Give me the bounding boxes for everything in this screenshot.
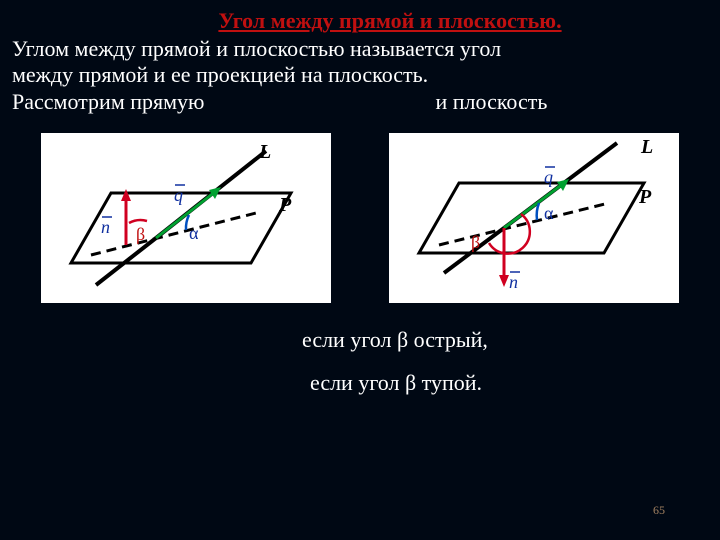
arc-beta xyxy=(129,220,147,223)
label-beta: β xyxy=(471,232,480,252)
label-n: n xyxy=(509,272,518,292)
projection-line xyxy=(91,213,256,255)
slide-title: Угол между прямой и плоскостью. xyxy=(72,8,708,34)
diagrams-row: L P n q α β xyxy=(12,133,708,303)
label-P: P xyxy=(278,194,292,216)
page-number: 65 xyxy=(653,503,665,518)
label-P: P xyxy=(638,186,652,208)
label-alpha: α xyxy=(189,223,199,243)
def-line2: между прямой и ее проекцией на плоскость… xyxy=(12,62,428,87)
def-line3-left: Рассмотрим прямую xyxy=(12,89,205,114)
def-line3-right: и плоскость xyxy=(436,89,548,114)
label-L: L xyxy=(258,141,271,163)
projection-line xyxy=(439,203,609,245)
diagram-right: L P n q α β xyxy=(389,133,679,303)
definition-text: Углом между прямой и плоскостью называет… xyxy=(12,36,708,115)
case-obtuse: если угол β тупой. xyxy=(310,366,708,399)
label-L: L xyxy=(640,136,653,158)
def-line1: Углом между прямой и плоскостью называет… xyxy=(12,36,501,61)
vector-n-arrow xyxy=(121,189,131,201)
label-alpha: α xyxy=(544,203,554,223)
label-n: n xyxy=(101,217,110,237)
vector-n-arrow xyxy=(499,275,509,287)
label-q: q xyxy=(174,185,183,205)
case-acute: если угол β острый, xyxy=(302,323,708,356)
label-beta: β xyxy=(136,224,145,244)
plane-outline xyxy=(419,183,644,253)
arc-alpha xyxy=(537,203,539,220)
diagram-left: L P n q α β xyxy=(41,133,331,303)
label-q: q xyxy=(544,167,553,187)
